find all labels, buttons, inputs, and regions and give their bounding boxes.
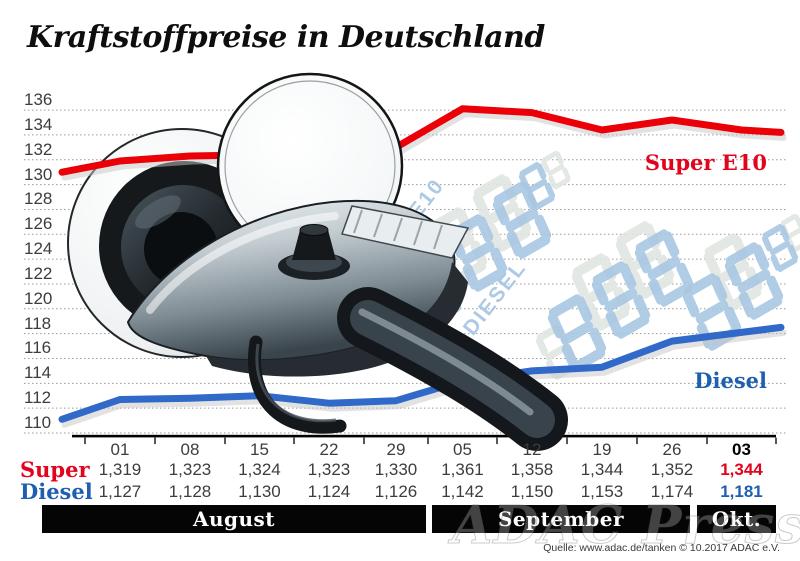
axis-tick (636, 437, 638, 445)
axis-tick (84, 437, 86, 445)
axis-tick (566, 437, 568, 445)
seven-segment-digit (547, 294, 607, 372)
page-title: Kraftstoffpreise in Deutschland (27, 20, 545, 55)
x-axis (72, 434, 777, 445)
month-bar-september: September (432, 505, 690, 533)
vent-comb-slats (353, 209, 443, 250)
price-lines (58, 105, 787, 428)
month-label-okt: Okt. (711, 507, 762, 531)
y-axis-label: 120 (24, 288, 53, 308)
y-axis-label: 114 (24, 363, 52, 383)
month-bar-okt: Okt. (697, 505, 776, 533)
diesel-line-label: Diesel (694, 368, 767, 393)
month-bar-august: August (42, 505, 426, 533)
diesel-price-line (58, 323, 785, 423)
seven-segment-digit (761, 223, 799, 273)
nozzle-trigger-guard (248, 335, 347, 434)
y-axis-label: 136 (24, 90, 53, 110)
y-axis-label: 124 (24, 239, 53, 259)
y-axis-label: 116 (24, 338, 52, 358)
axis-tick (706, 437, 708, 445)
nozzle-vent-comb (341, 205, 470, 259)
y-axis-label: 130 (24, 164, 53, 184)
x-axis-line (72, 434, 776, 438)
month-label-september: September (497, 507, 625, 531)
axis-tick (224, 437, 226, 445)
seven-segment-digit (780, 213, 800, 253)
nozzle-hose (337, 287, 568, 451)
axis-tick (154, 437, 156, 445)
y-axis-label: 118 (24, 313, 52, 333)
axis-tick (427, 437, 429, 445)
y-axis-label: 126 (24, 214, 53, 234)
fuel-nozzle-illustration (126, 72, 568, 451)
y-axis-label: 112 (24, 388, 52, 408)
seven-segment-digit (518, 161, 556, 211)
fuel-cap-knob (278, 224, 350, 280)
axis-tick (293, 437, 295, 445)
seven-segment-digit (541, 150, 571, 190)
super-line-shadow (61, 111, 787, 181)
diesel-line-shadow (61, 329, 787, 428)
y-axis-label: 110 (24, 413, 52, 432)
pump-display-digits (403, 150, 800, 380)
super-e10-line-label: Super E10 (644, 150, 767, 175)
axis-tick (496, 437, 498, 445)
y-axis-label: 134 (24, 114, 53, 134)
y-axis-label: 122 (24, 263, 53, 283)
source-credit: Quelle: www.adac.de/tanken © 10.2017 ADA… (543, 542, 780, 554)
y-axis-label: 128 (24, 189, 53, 209)
super-price-line (58, 105, 785, 176)
seven-segment-digit (591, 261, 651, 339)
seven-segment-digit (634, 229, 694, 307)
y-axis-label: 132 (24, 139, 53, 159)
axis-tick (775, 437, 777, 445)
seven-segment-digit (724, 242, 784, 320)
axis-tick (363, 437, 365, 445)
month-label-august: August (192, 507, 276, 531)
